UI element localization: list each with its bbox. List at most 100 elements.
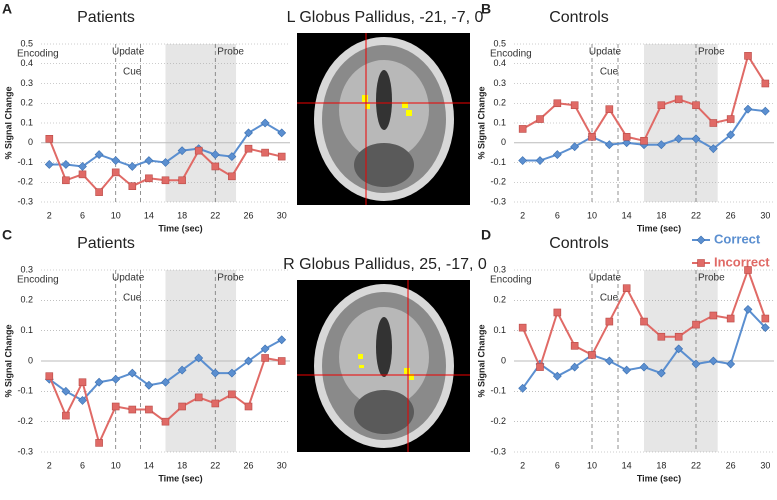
marker xyxy=(144,380,154,390)
y-tick-label: -0.2 xyxy=(490,416,506,426)
marker xyxy=(194,353,204,363)
marker xyxy=(674,344,684,354)
marker xyxy=(552,150,562,160)
annotation: Update xyxy=(112,47,145,58)
marker xyxy=(260,118,270,128)
marker xyxy=(144,156,154,165)
y-tick-label: 0 xyxy=(501,137,506,147)
marker xyxy=(674,134,684,144)
y-tick-label: 0.2 xyxy=(20,98,33,108)
marker xyxy=(45,135,54,143)
marker xyxy=(62,176,70,185)
x-tick-label: 22 xyxy=(691,210,701,220)
marker xyxy=(127,368,137,378)
x-tick-label: 26 xyxy=(726,210,736,220)
x-tick-label: 26 xyxy=(726,460,736,470)
marker xyxy=(657,332,666,341)
marker xyxy=(692,320,700,329)
marker xyxy=(211,162,220,171)
annotation: Update xyxy=(112,273,145,284)
legend-label: Correct xyxy=(714,231,761,246)
y-axis-title: % Signal Change xyxy=(3,324,13,397)
marker xyxy=(161,377,170,387)
marker xyxy=(94,150,104,160)
marker xyxy=(244,356,253,366)
marker xyxy=(228,172,236,181)
marker xyxy=(570,101,579,110)
annotation: Probe xyxy=(217,273,244,284)
marker xyxy=(674,332,683,341)
x-tick-label: 10 xyxy=(111,460,121,470)
y-tick-label: -0.3 xyxy=(490,446,506,456)
x-axis-title: Time (sec) xyxy=(158,473,202,483)
x-tick-label: 22 xyxy=(210,210,220,220)
y-tick-label: 0.3 xyxy=(20,264,33,274)
marker xyxy=(726,359,736,369)
marker xyxy=(78,170,87,179)
marker xyxy=(518,125,527,133)
marker xyxy=(622,138,632,148)
marker xyxy=(44,160,54,169)
annotation: Probe xyxy=(698,47,725,58)
marker xyxy=(228,390,236,399)
y-tick-label: -0.3 xyxy=(17,196,33,206)
x-axis-title: Time (sec) xyxy=(637,223,681,233)
annotation: Probe xyxy=(698,273,725,284)
marker xyxy=(61,160,71,169)
shaded-window xyxy=(644,44,718,202)
annotation: Cue xyxy=(600,293,619,304)
x-tick-label: 2 xyxy=(47,460,52,470)
marker xyxy=(743,305,753,314)
panel-label: C xyxy=(2,227,12,243)
y-tick-label: 0 xyxy=(28,137,33,147)
marker xyxy=(95,439,103,447)
marker xyxy=(61,386,71,396)
x-tick-label: 14 xyxy=(144,210,154,220)
marker xyxy=(656,368,666,378)
marker xyxy=(45,372,54,380)
marker xyxy=(570,142,580,152)
brain-image xyxy=(297,33,470,205)
y-tick-label: 0.5 xyxy=(493,38,506,48)
y-tick-label: 0.4 xyxy=(20,58,33,68)
marker xyxy=(161,417,170,426)
x-tick-label: 30 xyxy=(760,460,770,470)
y-tick-label: -0.2 xyxy=(17,416,33,426)
x-tick-label: 6 xyxy=(80,460,85,470)
brain-image xyxy=(297,280,470,452)
y-axis-title: % Signal Change xyxy=(476,324,486,397)
marker xyxy=(588,133,596,141)
marker xyxy=(111,402,120,411)
marker xyxy=(111,156,121,165)
x-tick-label: 6 xyxy=(80,210,85,220)
marker xyxy=(111,374,121,384)
marker xyxy=(94,377,104,387)
x-tick-label: 14 xyxy=(622,210,632,220)
marker xyxy=(161,158,170,167)
marker xyxy=(622,365,632,375)
marker xyxy=(622,284,631,293)
marker xyxy=(536,115,544,123)
marker xyxy=(518,156,528,165)
marker xyxy=(178,176,186,185)
y-tick-label: -0.2 xyxy=(490,177,506,187)
x-tick-label: 2 xyxy=(520,460,525,470)
marker xyxy=(227,368,237,378)
marker xyxy=(726,130,736,140)
y-tick-label: 0.1 xyxy=(20,325,33,335)
x-tick-label: 26 xyxy=(243,460,253,470)
marker xyxy=(691,134,701,144)
y-tick-label: 0.2 xyxy=(493,295,506,305)
marker xyxy=(588,351,596,359)
y-tick-label: 0.3 xyxy=(20,78,33,88)
marker xyxy=(177,365,187,375)
x-tick-label: 18 xyxy=(656,460,666,470)
marker xyxy=(709,119,718,127)
marker xyxy=(639,362,649,372)
marker xyxy=(145,405,153,414)
x-axis-title: Time (sec) xyxy=(158,223,202,233)
marker xyxy=(726,115,735,123)
y-tick-label: 0.1 xyxy=(493,117,506,127)
x-tick-label: 30 xyxy=(277,210,287,220)
